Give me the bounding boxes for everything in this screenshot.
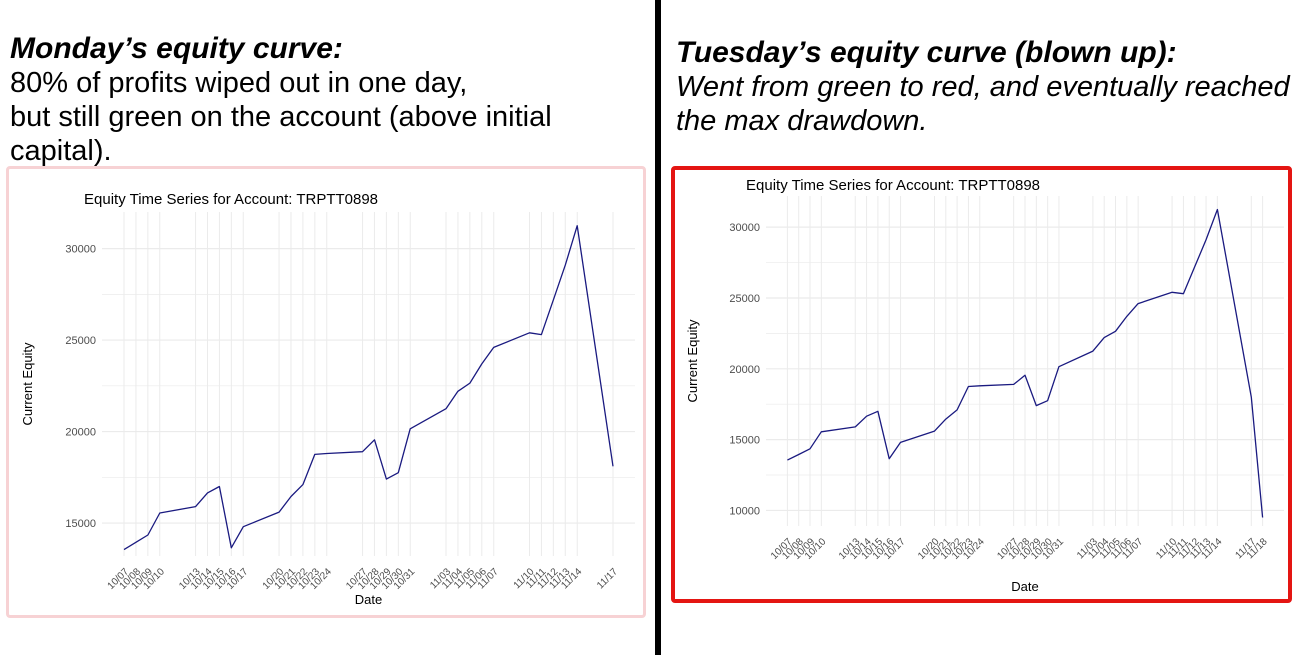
- left-caption-line-2: but still green on the account (above in…: [10, 101, 552, 167]
- x-axis-label: Date: [355, 592, 382, 607]
- center-divider: [655, 0, 661, 655]
- y-tick-label: 15000: [65, 518, 96, 530]
- y-axis-label: Current Equity: [685, 319, 700, 403]
- x-tick-label: 11/17: [595, 566, 620, 591]
- tuesday-equity-chart: 100001500020000250003000010/0710/0810/09…: [685, 177, 1284, 594]
- y-tick-label: 20000: [65, 427, 96, 439]
- monday-equity-chart: 1500020000250003000010/0710/0810/0910/10…: [20, 191, 635, 607]
- y-tick-label: 15000: [729, 435, 760, 447]
- left-caption-line-1: 80% of profits wiped out in one day,: [10, 67, 468, 99]
- right-caption-title: Tuesday’s equity curve (blown up):: [676, 36, 1177, 69]
- y-tick-label: 10000: [729, 505, 760, 517]
- x-axis-label: Date: [1011, 579, 1038, 594]
- y-tick-label: 25000: [729, 293, 760, 305]
- chart-title: Equity Time Series for Account: TRPTT089…: [84, 191, 378, 208]
- left-caption-title: Monday’s equity curve:: [10, 32, 343, 65]
- monday-chart-panel: 15000 20000 25000 30000 10/07 10/08 10/09 10/10…: [6, 166, 646, 618]
- y-axis-label: Current Equity: [20, 342, 35, 426]
- y-tick-label: 30000: [65, 244, 96, 256]
- chart-title: Equity Time Series for Account: TRPTT089…: [746, 177, 1040, 194]
- tuesday-chart-panel: 10000 15000 20000 25000 30000 10/07 10/08 10/09…: [671, 166, 1292, 603]
- right-caption-line-1: Went from green to red, and eventually r…: [676, 71, 1290, 103]
- right-caption: Tuesday’s equity curve (blown up): Went …: [676, 36, 1296, 138]
- y-tick-label: 30000: [729, 222, 760, 234]
- y-tick-label: 20000: [729, 364, 760, 376]
- y-tick-label: 25000: [65, 335, 96, 347]
- right-caption-line-2: the max drawdown.: [676, 105, 928, 137]
- left-caption: Monday’s equity curve: 80% of profits wi…: [10, 32, 650, 168]
- equity-series-line: [787, 208, 1264, 518]
- equity-series-line: [123, 225, 614, 551]
